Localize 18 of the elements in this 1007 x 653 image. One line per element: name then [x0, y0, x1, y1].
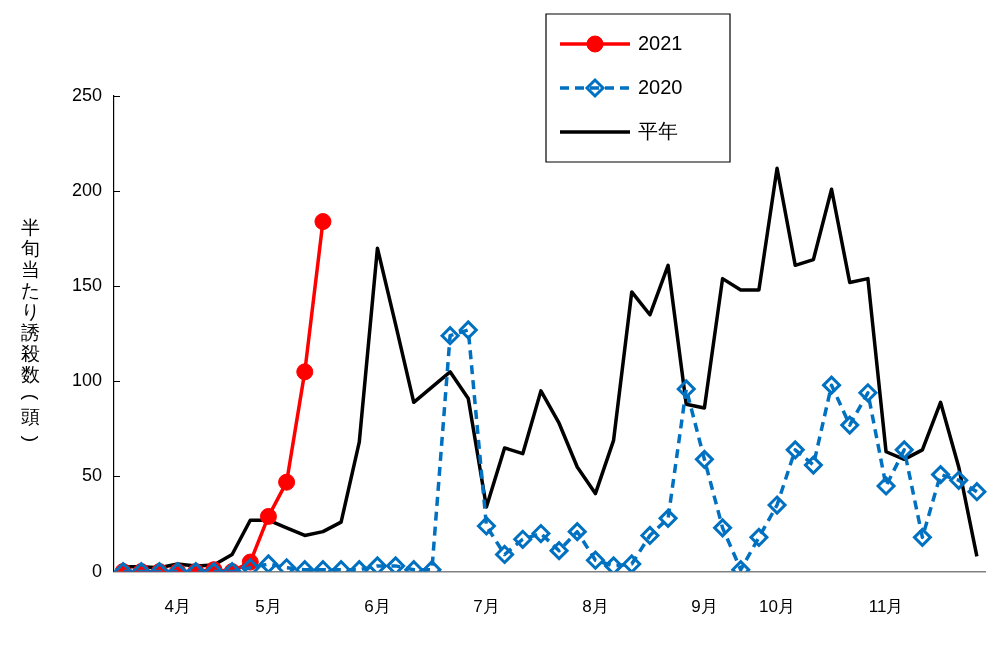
text: 半旬当たり誘殺数(頭) — [20, 217, 42, 442]
legend-label: 平年 — [638, 119, 678, 142]
x-tick-label: 8月 — [582, 597, 609, 617]
x-tick-label: 4月 — [164, 597, 191, 617]
y-tick-label: 150 — [71, 275, 103, 296]
y-tick-label: 200 — [71, 180, 103, 201]
x-tick-label: 7月 — [473, 597, 500, 617]
x-tick-label: 9月 — [691, 597, 718, 617]
y-tick-label: 250 — [71, 84, 103, 105]
y-tick-label: 100 — [71, 370, 103, 391]
x-tick-label: 5月 — [255, 597, 282, 617]
x-tick-label: 6月 — [364, 597, 391, 617]
legend-label: 2021 — [638, 31, 683, 54]
y-tick-label: 50 — [82, 465, 103, 486]
x-tick-label: 11月 — [868, 597, 904, 617]
y-tick-label: 0 — [92, 560, 103, 581]
x-tick-label: 10月 — [759, 597, 796, 617]
legend-label: 2020 — [638, 75, 683, 98]
